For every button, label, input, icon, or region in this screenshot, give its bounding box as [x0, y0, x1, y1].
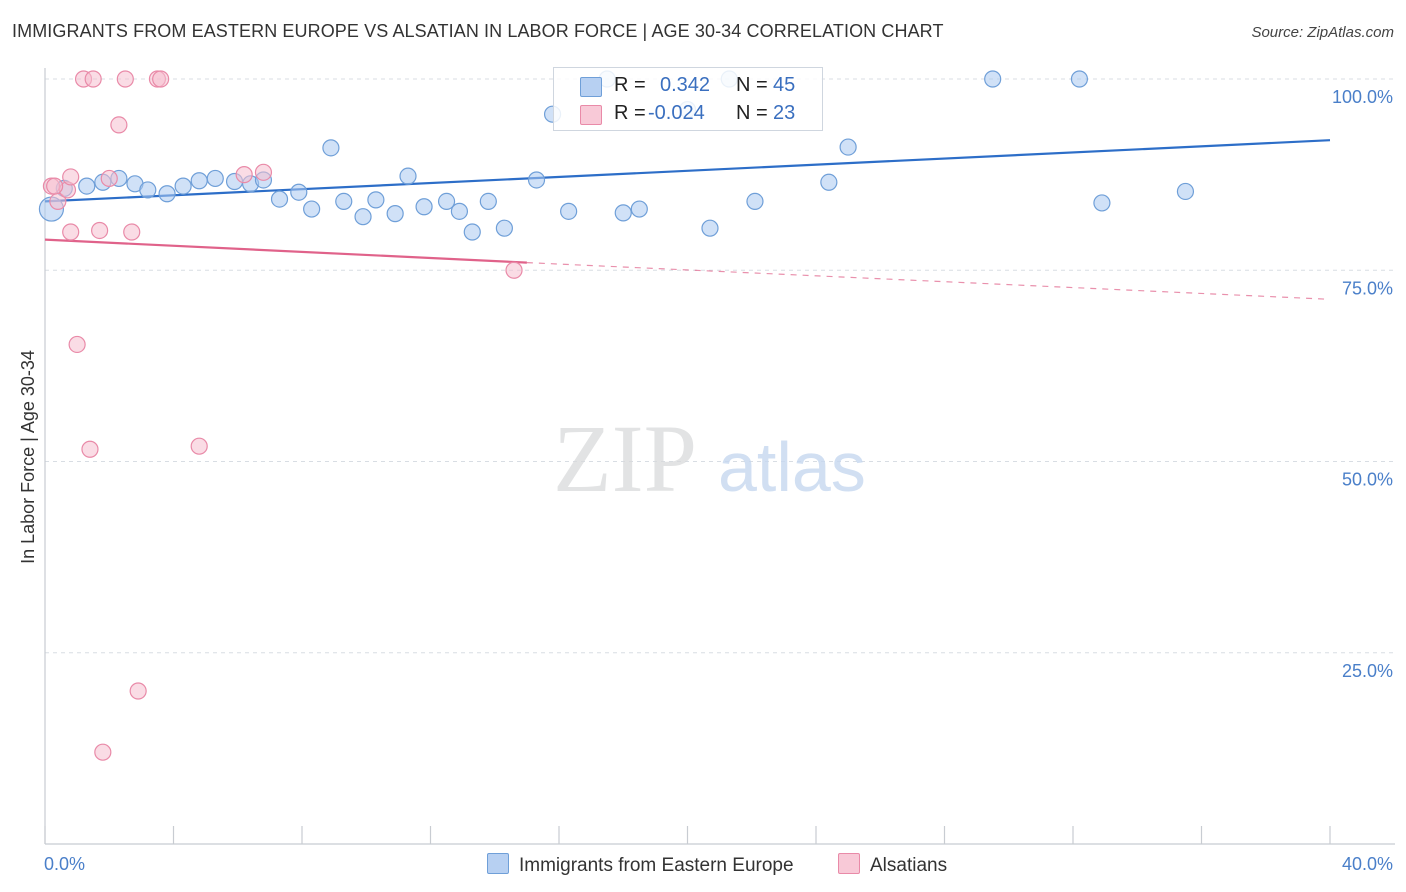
point-eastern-europe: [367, 191, 385, 209]
legend-n-label: N =: [736, 102, 768, 124]
point-eastern-europe: [335, 192, 353, 210]
watermark-zip: ZIP: [553, 405, 697, 512]
bottom-legend-alsatians: Alsatians: [838, 853, 947, 877]
legend-r-value: -0.024: [648, 102, 705, 124]
point-eastern-europe: [463, 223, 481, 241]
point-eastern-europe: [495, 219, 513, 237]
point-alsatians: [505, 261, 523, 279]
point-eastern-europe: [820, 173, 838, 191]
y-tick-labels: 25.0% 50.0% 75.0% 100.0%: [1332, 87, 1393, 681]
legend-r-label: R =: [614, 74, 646, 96]
point-alsatians: [190, 437, 208, 455]
correlation-legend: R = 0.342 N = 45 R = -0.024 N = 23: [553, 67, 823, 131]
point-eastern-europe: [437, 192, 456, 210]
point-eastern-europe: [984, 70, 1002, 88]
y-tick-label: 75.0%: [1342, 278, 1393, 298]
bottom-legend-swatch-pink: [838, 853, 860, 874]
point-alsatians: [116, 70, 134, 88]
point-alsatians: [235, 166, 253, 184]
point-alsatians: [94, 743, 112, 761]
bottom-legend-label: Alsatians: [870, 855, 948, 876]
point-eastern-europe: [701, 219, 719, 237]
point-alsatians: [110, 116, 128, 134]
point-alsatians: [254, 163, 273, 181]
point-alsatians: [46, 177, 64, 195]
point-eastern-europe: [303, 200, 321, 218]
x-tick-label: 40.0%: [1342, 854, 1393, 874]
point-eastern-europe: [1176, 182, 1195, 201]
point-alsatians: [91, 221, 109, 240]
point-eastern-europe: [746, 192, 764, 210]
point-eastern-europe: [270, 190, 289, 208]
legend-n-label: N =: [736, 74, 768, 96]
axes: [44, 68, 1395, 845]
legend-n-value: 23: [773, 102, 796, 124]
point-eastern-europe: [386, 205, 404, 223]
legend-swatch-pink: [580, 105, 602, 125]
point-eastern-europe: [78, 177, 96, 195]
chart-title: IMMIGRANTS FROM EASTERN EUROPE VS ALSATI…: [12, 21, 944, 41]
point-eastern-europe: [206, 169, 224, 188]
point-alsatians: [123, 223, 141, 241]
point-eastern-europe: [614, 204, 632, 222]
point-eastern-europe: [839, 138, 857, 156]
bottom-legend-label: Immigrants from Eastern Europe: [519, 855, 794, 876]
point-eastern-europe: [450, 202, 469, 220]
point-alsatians: [62, 223, 80, 241]
point-eastern-europe: [1093, 194, 1111, 212]
point-eastern-europe: [1070, 70, 1089, 88]
legend-row-eastern-europe: R = 0.342 N = 45: [554, 72, 822, 100]
y-tick-label: 100.0%: [1332, 87, 1393, 107]
y-tick-label: 25.0%: [1342, 661, 1393, 681]
y-axis-label: In Labor Force | Age 30-34: [18, 350, 38, 564]
point-alsatians: [100, 169, 118, 188]
point-eastern-europe: [354, 208, 372, 226]
point-eastern-europe: [139, 181, 157, 199]
legend-row-alsatians: R = -0.024 N = 23: [554, 100, 822, 128]
point-eastern-europe: [415, 198, 433, 216]
point-alsatians: [68, 335, 86, 354]
legend-r-label: R =: [614, 102, 646, 124]
point-eastern-europe: [630, 200, 648, 218]
x-tick-labels: 0.0% 40.0%: [44, 854, 1393, 874]
point-eastern-europe: [399, 167, 417, 185]
grid-lines: [45, 78, 1395, 654]
trend-line-alsatians: [44, 238, 527, 264]
legend-r-value: 0.342: [660, 74, 711, 96]
point-eastern-europe: [158, 185, 176, 203]
x-tick-label: 0.0%: [44, 854, 85, 874]
point-alsatians: [84, 70, 102, 88]
point-eastern-europe: [290, 183, 308, 201]
legend-n-value: 45: [773, 74, 796, 96]
source-note: Source: ZipAtlas.com: [1251, 24, 1394, 41]
trend-line-eastern-europe: [44, 139, 1331, 203]
point-alsatians: [81, 440, 99, 458]
point-alsatians: [62, 168, 80, 186]
point-eastern-europe: [527, 171, 546, 189]
point-eastern-europe: [174, 177, 192, 195]
point-eastern-europe: [479, 192, 497, 210]
bottom-legend-eastern-europe: Immigrants from Eastern Europe: [487, 853, 794, 877]
legend-swatch-blue: [580, 77, 602, 97]
trend-line-alsatians-extension: [526, 262, 1331, 300]
bottom-legend-swatch-blue: [487, 853, 509, 874]
point-alsatians: [152, 70, 170, 88]
trend-lines: [44, 139, 1331, 300]
watermark-atlas: atlas: [718, 428, 866, 506]
y-tick-label: 50.0%: [1342, 470, 1393, 490]
point-eastern-europe: [190, 172, 208, 190]
data-points: [38, 70, 1195, 761]
point-eastern-europe: [560, 202, 578, 220]
point-eastern-europe: [322, 139, 340, 157]
point-alsatians: [129, 682, 147, 700]
